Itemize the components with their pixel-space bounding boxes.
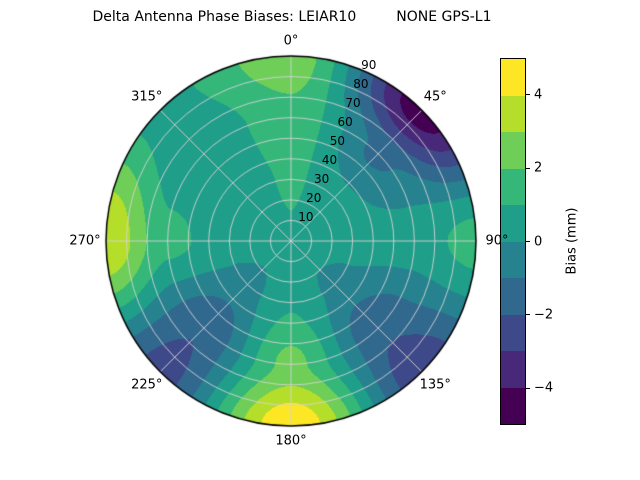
colorbar-tick-label: 4 [534, 87, 543, 103]
colorbar-tick-mark [526, 387, 530, 389]
azimuth-label-180: 180° [275, 433, 307, 449]
azimuth-label-90: 90° [485, 233, 509, 249]
azimuth-label-0: 0° [283, 33, 299, 49]
radial-label-90: 90 [361, 58, 377, 73]
radial-label-70: 70 [345, 96, 361, 111]
colorbar-segment [501, 168, 525, 205]
colorbar-segment [501, 132, 525, 169]
azimuth-label-225: 225° [131, 377, 163, 393]
colorbar-segment [501, 314, 525, 351]
colorbar-segment [501, 241, 525, 278]
colorbar-tick-label: −2 [534, 307, 554, 323]
chart-title: Delta Antenna Phase Biases: LEIAR10 NONE… [92, 9, 492, 25]
radial-label-30: 30 [313, 172, 330, 187]
colorbar-tick-label: 2 [534, 160, 543, 176]
radial-label-50: 50 [329, 134, 345, 149]
colorbar-tick-mark [526, 94, 530, 96]
radial-label-80: 80 [353, 77, 369, 92]
colorbar-segment [501, 351, 525, 388]
colorbar-label: Bias (mm) [564, 207, 580, 275]
radial-label-20: 20 [306, 191, 322, 206]
colorbar-segment [501, 205, 525, 242]
azimuth-label-315: 315° [131, 89, 163, 105]
azimuth-label-45: 45° [423, 89, 447, 105]
azimuth-label-135: 135° [419, 377, 451, 393]
azimuth-label-270: 270° [69, 233, 101, 249]
radial-label-10: 10 [298, 210, 314, 224]
colorbar-segment [501, 95, 525, 132]
colorbar-segment [501, 387, 525, 424]
colorbar [500, 58, 526, 425]
colorbar-tick-label: −4 [534, 380, 554, 396]
colorbar-tick-mark [526, 167, 530, 169]
colorbar-segment [501, 278, 525, 315]
radial-label-60: 60 [337, 115, 353, 130]
radial-label-40: 40 [321, 153, 338, 168]
colorbar-tick-mark [526, 314, 530, 316]
colorbar-tick-mark [526, 241, 530, 242]
colorbar-tick-label: 0 [534, 234, 543, 249]
colorbar-segment [501, 59, 525, 96]
